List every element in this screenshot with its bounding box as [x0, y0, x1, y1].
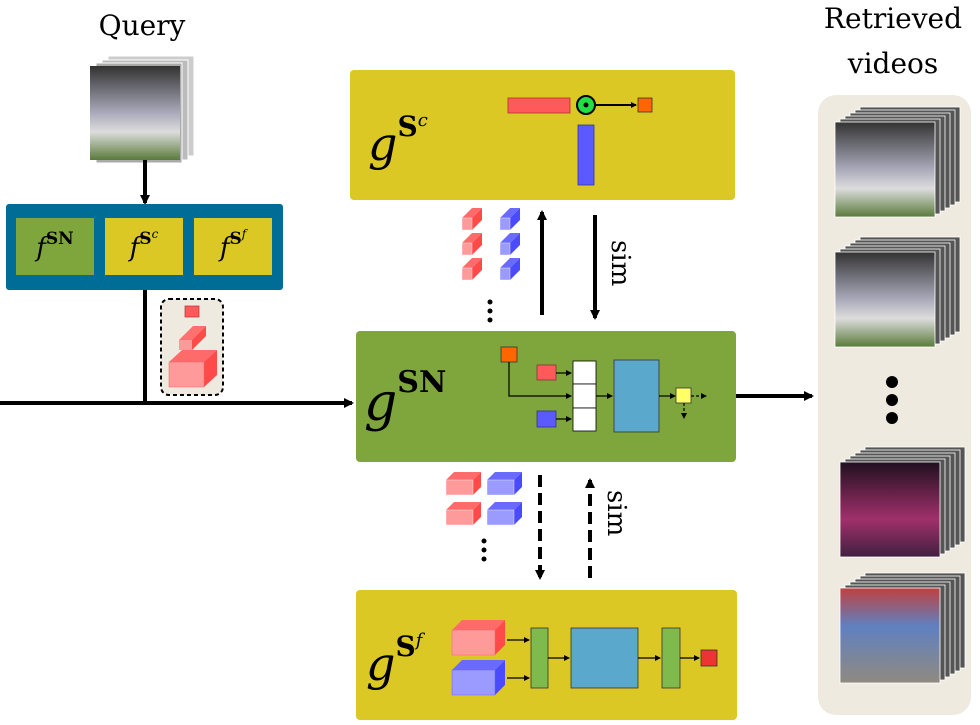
query-video-stack — [90, 55, 195, 164]
red-cube — [445, 472, 481, 496]
feature-extractor-sn: fSN — [16, 218, 94, 275]
retrieved-video-stack[interactable] — [834, 106, 961, 218]
ellipsis-top — [487, 299, 493, 323]
blue-cube — [499, 208, 520, 231]
retrieved-video-stack[interactable] — [839, 572, 966, 684]
red-cube — [461, 258, 482, 281]
retrieved-title-line1: Retrieved — [824, 2, 962, 35]
query-title: Query — [99, 9, 186, 42]
sim-label-bottom: sim — [601, 490, 631, 536]
retrieved-video-stack[interactable] — [839, 446, 966, 558]
module-selector: gSN — [356, 331, 736, 462]
features-legend-box — [160, 298, 224, 396]
svg-text:gSc: gSc — [368, 110, 428, 171]
ellipsis-bottom — [481, 538, 487, 562]
blue-cube — [499, 233, 520, 256]
red-cube — [445, 502, 481, 526]
red-cube — [461, 233, 482, 256]
module-coarse: gSc — [350, 70, 735, 200]
results-ellipsis — [886, 376, 898, 424]
red-cube — [461, 208, 482, 231]
retrieved-video-stack[interactable] — [834, 236, 961, 348]
fine-features-cubes — [445, 472, 522, 526]
sim-label-top: sim — [605, 240, 635, 286]
feature-extractor-sf: fSf — [194, 218, 272, 275]
svg-text:gSN: gSN — [364, 365, 446, 433]
module-fine: gSf — [356, 590, 737, 720]
feature-extractor-sc: fSc — [105, 218, 183, 275]
retrieved-title-line2: videos — [847, 47, 939, 80]
blue-cube — [486, 502, 522, 526]
blue-cube — [486, 472, 522, 496]
coarse-features-cubes — [461, 208, 520, 281]
blue-cube — [499, 258, 520, 281]
